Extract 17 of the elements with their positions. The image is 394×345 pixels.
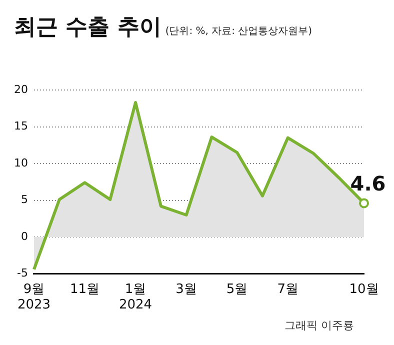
x-tick-label: 10월 [349, 282, 379, 297]
chart-subtitle: (단위: %, 자료: 산업통상자원부) [165, 26, 312, 37]
x-tick-label: 7월 [277, 282, 298, 297]
y-tick-label: 5 [20, 193, 28, 206]
chart-title: 최근 수출 추이 [14, 15, 162, 40]
y-tick-label: -5 [17, 266, 28, 280]
y-tick-label: 0 [20, 230, 28, 243]
x-tick-label: 1월 2024 [118, 282, 152, 313]
x-tick-label: 3월 [176, 282, 197, 297]
x-tick-label: 11월 [70, 282, 100, 297]
y-tick-label: 15 [14, 120, 28, 133]
x-tick-label: 5월 [226, 282, 248, 297]
data-label: 4.6 [350, 171, 386, 196]
x-tick-label: 9월 2023 [17, 282, 51, 313]
text: 그래픽 이주룡 [284, 318, 354, 333]
y-tick-label: 10 [14, 156, 28, 170]
y-tick-label: 20 [14, 82, 28, 96]
